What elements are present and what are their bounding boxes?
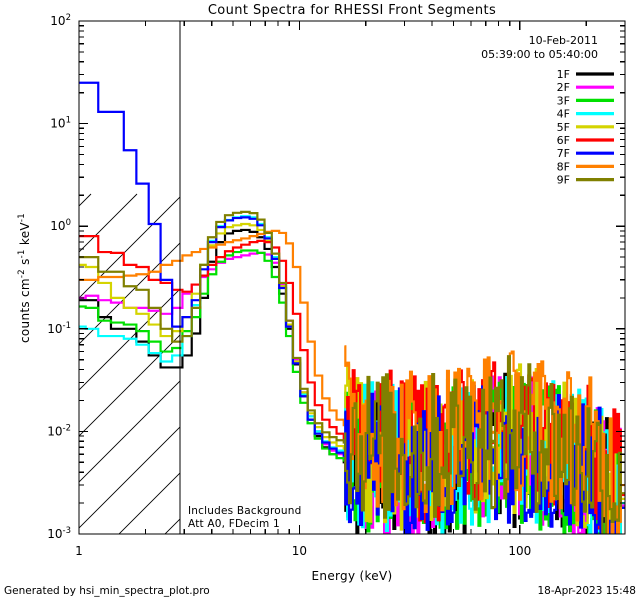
- chart-title: Count Spectra for RHESSI Front Segments: [208, 3, 496, 18]
- legend-label-1f: 1F: [557, 68, 570, 81]
- hatch-stripe: [79, 380, 180, 483]
- hatch-stripe: [79, 426, 180, 529]
- legend-label-8f: 8F: [557, 160, 570, 173]
- annotation-attenuator-state: Att A0, FDecim 1: [188, 518, 280, 530]
- hatch-stripe: [79, 193, 92, 207]
- y-tick-labels: 102 101 100 10-1 10-2 10-3: [47, 13, 71, 541]
- y-tick-label: 102: [50, 13, 71, 28]
- legend-label-5f: 5F: [557, 121, 570, 134]
- legend-label-3f: 3F: [557, 94, 570, 107]
- footer-timestamp: 18-Apr-2023 15:48: [537, 585, 636, 597]
- x-tick-label: 100: [508, 544, 531, 558]
- series-noise-9f: [344, 355, 622, 534]
- y-tick-label: 101: [50, 116, 71, 131]
- spectra-series-group: [79, 81, 625, 534]
- y-axis-title: counts cm-2 s-1 keV-1: [17, 213, 32, 343]
- hatch-stripe: [631, 194, 640, 574]
- legend-label-4f: 4F: [557, 108, 570, 121]
- hatch-stripe: [79, 242, 180, 345]
- hatch-stripe: [79, 334, 180, 437]
- x-tick-label: 1: [75, 544, 83, 558]
- observation-time-range: 05:39:00 to 05:40:00: [481, 48, 598, 61]
- y-axis-title-text: counts cm-2 s-1 keV-1: [17, 213, 32, 343]
- legend-label-7f: 7F: [557, 147, 570, 160]
- y-tick-label: 100: [50, 218, 71, 233]
- legend-label-9f: 9F: [557, 174, 570, 187]
- hatch-stripe: [79, 288, 180, 391]
- plot-frame: [78, 20, 626, 535]
- y-tick-label: 10-1: [47, 321, 71, 336]
- hatch-stripe: [79, 196, 180, 299]
- excluded-band-hatching: [79, 193, 640, 574]
- legend-label-2f: 2F: [557, 81, 570, 94]
- hatch-stripe: [118, 472, 180, 534]
- y-tick-label: 10-3: [47, 526, 71, 541]
- x-tick-labels: 1 10 100: [75, 544, 531, 558]
- x-tick-label: 10: [292, 544, 307, 558]
- annotation-includes-background: Includes Background: [188, 505, 301, 517]
- observation-date: 10-Feb-2011: [529, 34, 598, 47]
- x-axis-title: Energy (keV): [312, 569, 393, 583]
- axis-ticks: [78, 20, 626, 535]
- footer-generator: Generated by hsi_min_spectra_plot.pro: [4, 585, 210, 597]
- legend-label-6f: 6F: [557, 134, 570, 147]
- y-tick-label: 10-2: [47, 423, 71, 438]
